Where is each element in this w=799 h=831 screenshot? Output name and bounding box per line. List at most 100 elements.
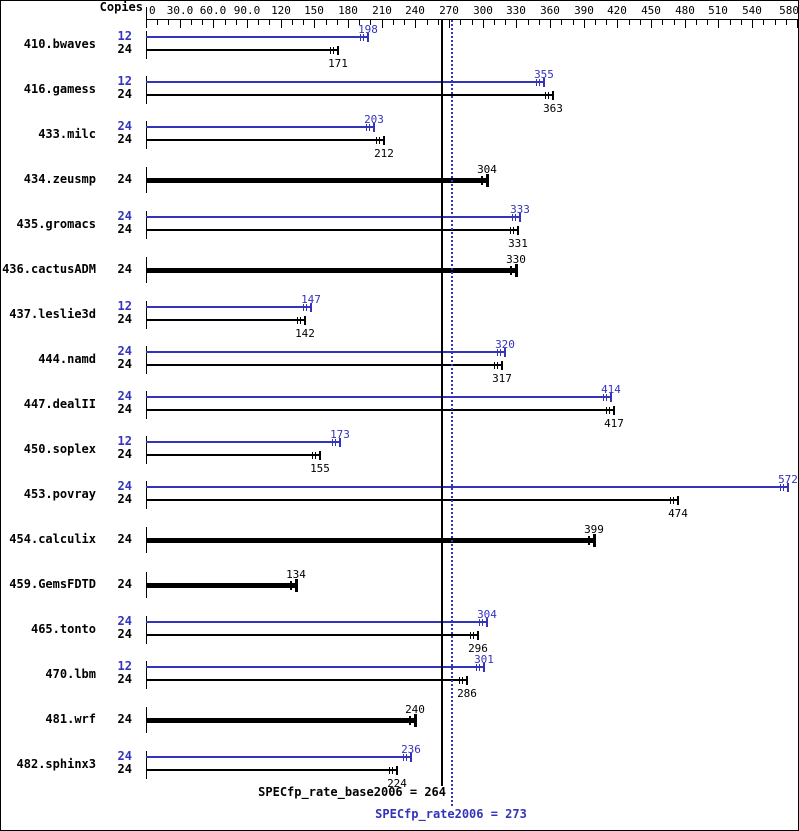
bar-value-label: 317 bbox=[492, 372, 512, 385]
bar-value-label: 304 bbox=[477, 163, 497, 176]
axis-tick-label: 180 bbox=[338, 4, 358, 17]
bar-run-marker bbox=[497, 349, 498, 356]
bar-value-label: 236 bbox=[401, 743, 421, 756]
benchmark-label: 437.leslie3d bbox=[9, 307, 96, 321]
axis-major-tick bbox=[516, 20, 517, 28]
axis-tick-label: 360 bbox=[540, 4, 560, 17]
bar-run-marker bbox=[297, 317, 298, 324]
bar-end-tick bbox=[610, 393, 612, 402]
axis-minor-tick bbox=[404, 20, 405, 25]
bar-peak bbox=[146, 666, 484, 668]
bar-run-marker bbox=[481, 176, 483, 185]
bar-end-tick bbox=[677, 496, 679, 505]
copies-value: 24 bbox=[117, 492, 132, 506]
axis-minor-tick bbox=[775, 20, 776, 25]
benchmark-label: 481.wrf bbox=[45, 712, 96, 726]
bar-end-tick bbox=[410, 753, 412, 762]
axis-major-tick bbox=[617, 20, 618, 28]
copies-value: 24 bbox=[117, 262, 132, 276]
bar-value-label: 212 bbox=[374, 147, 394, 160]
axis-tick-label: 390 bbox=[574, 4, 594, 17]
axis-major-tick bbox=[314, 20, 315, 28]
axis-major-tick bbox=[797, 20, 798, 28]
bar-end-tick bbox=[483, 663, 485, 672]
copies-column-header: Copies bbox=[99, 0, 143, 14]
axis-tick-label: 0 bbox=[149, 4, 156, 17]
bar-end-tick bbox=[414, 714, 417, 727]
axis-major-tick bbox=[718, 20, 719, 28]
bar-run-marker bbox=[510, 266, 512, 275]
bar-end-tick bbox=[339, 438, 341, 447]
bar-run-marker bbox=[500, 349, 501, 356]
copies-value: 24 bbox=[117, 209, 132, 223]
benchmark-axis-segment bbox=[146, 121, 147, 149]
copies-value: 24 bbox=[117, 389, 132, 403]
base-reference-line bbox=[441, 20, 443, 786]
axis-tick-label: 60.0 bbox=[199, 4, 227, 17]
bar-run-marker bbox=[515, 214, 516, 221]
benchmark-axis-segment bbox=[146, 616, 147, 644]
copies-value: 24 bbox=[117, 132, 132, 146]
copies-value: 24 bbox=[117, 119, 132, 133]
bar-run-marker bbox=[392, 767, 393, 774]
bar-end-tick bbox=[367, 33, 369, 42]
bar-base bbox=[146, 583, 296, 588]
axis-minor-tick bbox=[168, 20, 169, 25]
bar-end-tick bbox=[486, 618, 488, 627]
bar-end-tick bbox=[517, 226, 519, 235]
bar-value-label: 304 bbox=[477, 608, 497, 621]
bar-value-label: 240 bbox=[405, 703, 425, 716]
bar-run-marker bbox=[389, 767, 390, 774]
x-axis-origin-tick bbox=[146, 7, 147, 28]
bar-value-label: 572 bbox=[778, 473, 798, 486]
benchmark-axis-segment bbox=[146, 661, 147, 689]
copies-value: 12 bbox=[117, 659, 132, 673]
axis-minor-tick bbox=[741, 20, 742, 25]
bar-base bbox=[146, 769, 397, 771]
axis-tick-label: 240 bbox=[405, 4, 425, 17]
bar-run-marker bbox=[335, 439, 336, 446]
benchmark-axis-segment bbox=[146, 211, 147, 239]
bar-end-tick bbox=[466, 676, 468, 685]
benchmark-label: 447.dealII bbox=[23, 397, 96, 411]
bar-peak bbox=[146, 351, 505, 353]
bar-value-label: 296 bbox=[468, 642, 488, 655]
axis-major-tick bbox=[550, 20, 551, 28]
bar-value-label: 142 bbox=[295, 327, 315, 340]
bar-value-label: 330 bbox=[506, 253, 526, 266]
axis-minor-tick bbox=[662, 20, 663, 25]
bar-peak bbox=[146, 441, 340, 443]
bar-end-tick bbox=[396, 766, 398, 775]
bar-base bbox=[146, 679, 467, 681]
copies-value: 12 bbox=[117, 29, 132, 43]
axis-major-tick bbox=[281, 20, 282, 28]
benchmark-label: 433.milc bbox=[38, 127, 96, 141]
axis-tick-label: 580 bbox=[779, 4, 799, 17]
bar-run-marker bbox=[363, 34, 364, 41]
bar-base bbox=[146, 319, 305, 321]
axis-minor-tick bbox=[157, 20, 158, 25]
bar-base bbox=[146, 634, 478, 636]
axis-major-tick bbox=[483, 20, 484, 28]
bar-run-marker bbox=[459, 677, 460, 684]
copies-value: 12 bbox=[117, 299, 132, 313]
bar-base bbox=[146, 268, 516, 273]
benchmark-label: 465.tonto bbox=[30, 622, 96, 636]
axis-tick-label: 150 bbox=[304, 4, 324, 17]
axis-tick-label: 510 bbox=[708, 4, 728, 17]
benchmark-label: 444.namd bbox=[38, 352, 96, 366]
copies-value: 24 bbox=[117, 577, 132, 591]
axis-major-tick bbox=[382, 20, 383, 28]
axis-minor-tick bbox=[359, 20, 360, 25]
bar-value-label: 203 bbox=[364, 113, 384, 126]
bar-peak bbox=[146, 216, 520, 218]
bar-run-marker bbox=[360, 34, 361, 41]
bar-base bbox=[146, 49, 338, 51]
axis-minor-tick bbox=[292, 20, 293, 25]
copies-value: 24 bbox=[117, 402, 132, 416]
peak-summary-text: SPECfp_rate2006 = 273 bbox=[375, 807, 527, 821]
benchmark-axis-segment bbox=[146, 346, 147, 374]
copies-value: 24 bbox=[117, 762, 132, 776]
bar-value-label: 417 bbox=[604, 417, 624, 430]
